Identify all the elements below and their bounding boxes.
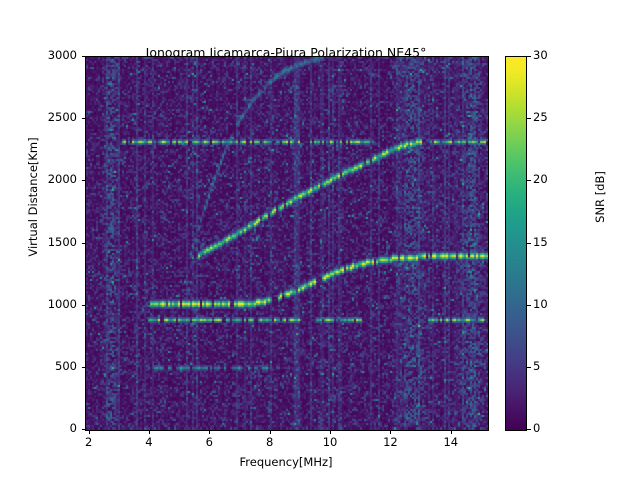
colorbar-tick-mark [527, 180, 531, 182]
y-tick-label: 1500 [47, 234, 77, 249]
colorbar-tick-mark [527, 118, 531, 120]
x-tick-label: 14 [443, 435, 459, 449]
y-axis-label: Virtual Distance[Km] [26, 137, 40, 257]
x-tick-label: 4 [145, 435, 153, 449]
x-tick-mark [450, 430, 452, 434]
ionogram-heatmap-canvas [86, 57, 488, 430]
ionogram-plot-area[interactable] [85, 56, 489, 431]
y-tick-label: 3000 [47, 48, 77, 62]
x-tick-mark [209, 430, 211, 434]
y-tick-mark [82, 242, 86, 244]
colorbar-gradient [506, 57, 526, 430]
x-tick-label: 12 [383, 435, 398, 449]
y-tick-mark [82, 429, 86, 430]
y-tick-mark [82, 56, 86, 57]
colorbar-tick-label: 0 [533, 421, 541, 435]
y-tick-mark [82, 118, 86, 120]
colorbar-tick-label: 30 [533, 48, 548, 62]
colorbar[interactable] [505, 56, 527, 431]
x-tick-label: 8 [266, 435, 274, 449]
colorbar-tick-label: 15 [533, 234, 548, 249]
y-tick-mark [82, 304, 86, 306]
colorbar-tick-mark [527, 242, 531, 244]
colorbar-tick-label: 10 [533, 296, 548, 311]
colorbar-label: SNR [dB] [593, 171, 607, 223]
colorbar-tick-label: 20 [533, 172, 548, 187]
x-tick-label: 2 [84, 435, 93, 449]
y-tick-label: 500 [55, 358, 77, 373]
x-tick-label: 6 [205, 435, 213, 449]
y-tick-mark [82, 366, 86, 368]
colorbar-tick-mark [527, 366, 531, 368]
y-tick-mark [82, 180, 86, 182]
colorbar-tick-mark [527, 429, 531, 430]
y-tick-label: 2500 [47, 110, 77, 125]
x-tick-label: 10 [322, 435, 338, 449]
y-tick-label: 1000 [47, 296, 77, 311]
x-tick-mark [390, 430, 392, 434]
colorbar-tick-mark [527, 56, 531, 57]
y-tick-label: 0 [69, 421, 77, 435]
colorbar-tick-label: 25 [533, 110, 548, 125]
colorbar-tick-mark [527, 304, 531, 306]
y-tick-label: 2000 [47, 172, 77, 187]
x-tick-mark [88, 430, 90, 434]
x-tick-mark [330, 430, 332, 434]
x-axis-label: Frequency[MHz] [239, 455, 333, 469]
x-tick-mark [148, 430, 150, 434]
x-tick-mark [269, 430, 271, 434]
colorbar-tick-label: 5 [533, 358, 541, 373]
